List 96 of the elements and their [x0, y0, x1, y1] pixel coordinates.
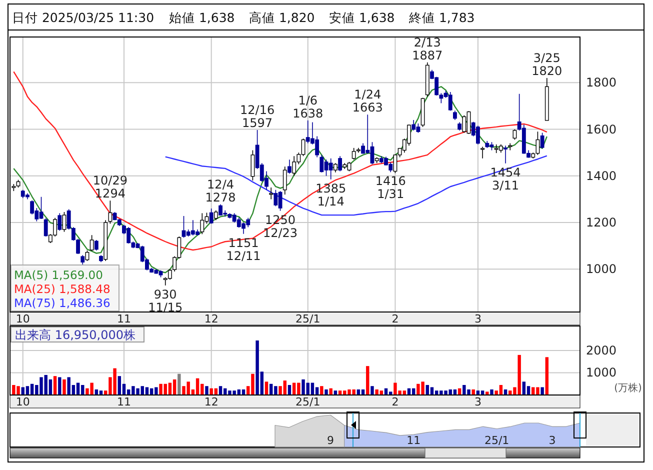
y-axis-title: (万株) — [614, 382, 642, 394]
text: 始値 1,638 — [169, 10, 235, 25]
y-tick-label: 1400 — [586, 168, 617, 183]
candlestick — [62, 212, 66, 232]
annotation: 12/16 1597 — [240, 102, 275, 130]
candlestick — [338, 156, 342, 172]
candlestick — [90, 234, 94, 252]
candlestick — [448, 92, 452, 112]
bar — [430, 387, 434, 395]
bar — [62, 379, 66, 395]
candlestick — [209, 208, 214, 224]
candlestick — [282, 166, 287, 195]
x-tick-label: 10 — [16, 396, 30, 408]
x-tick-label: 3 — [474, 396, 482, 408]
bar — [264, 382, 268, 395]
bar — [370, 386, 374, 395]
candlestick — [512, 128, 517, 140]
y-tick-label: 1000 — [586, 366, 617, 380]
bar — [53, 376, 57, 395]
y-tick-label: 1000 — [586, 262, 617, 276]
text: 日付 2025/03/25 11:30 — [12, 10, 154, 25]
y-tick-label: 1200 — [586, 216, 617, 230]
x-tick-label: 25/1 — [296, 396, 320, 408]
bar — [545, 357, 549, 395]
candlestick — [508, 142, 512, 151]
text: MA(25) 1,588.48 — [14, 282, 110, 296]
candlestick — [288, 159, 292, 174]
candlestick — [44, 218, 48, 237]
bar — [486, 392, 489, 395]
candlestick — [476, 125, 480, 145]
x-tick-label: 3 — [548, 434, 556, 447]
annotation: 2/13 1887 — [412, 35, 443, 62]
y-tick-label: 1800 — [586, 76, 617, 90]
bar — [118, 376, 122, 395]
line-series — [164, 155, 548, 216]
x-tick-label: 12 — [204, 396, 218, 408]
annotation: 1151 12/11 — [226, 236, 261, 263]
candlestick — [214, 210, 218, 221]
candlestick — [462, 114, 466, 134]
bar — [366, 366, 370, 395]
candlestick — [269, 187, 274, 200]
text: 安値 1,638 — [329, 10, 395, 25]
x-tick-label: 11 — [406, 434, 421, 447]
bar — [329, 388, 332, 395]
candlestick — [504, 145, 508, 164]
candlestick — [480, 146, 485, 159]
candlestick — [80, 254, 85, 265]
candlestick — [352, 148, 356, 160]
candlestick — [540, 132, 544, 149]
annotation: 12/4 1278 — [205, 177, 236, 204]
x-tick-label: 10 — [16, 312, 30, 326]
x-tick-label: 3 — [474, 312, 482, 326]
annotation: 10/29 1294 — [92, 174, 128, 201]
bar — [58, 377, 62, 395]
candlestick — [274, 189, 278, 207]
text: 終値 1,783 — [408, 10, 475, 25]
bar — [320, 386, 324, 395]
candlestick — [292, 156, 296, 176]
annotation: 1/6 1638 — [292, 93, 324, 120]
annotation: 3/25 1820 — [532, 51, 562, 78]
candlestick — [94, 240, 98, 251]
x-tick-label: 2 — [392, 312, 399, 326]
candlestick — [58, 212, 62, 232]
x-tick-label: 11 — [117, 396, 131, 408]
bar — [540, 387, 544, 395]
y-tick-label: 2000 — [586, 343, 617, 358]
bar — [145, 387, 149, 395]
annotation: 1/24 1663 — [352, 88, 383, 115]
candlestick — [333, 162, 338, 173]
bar — [490, 389, 494, 395]
x-tick-label: 9 — [326, 434, 334, 447]
annotation: 930 11/15 — [148, 287, 183, 314]
bar — [324, 389, 328, 395]
candlestick — [412, 120, 416, 131]
bar — [172, 379, 176, 395]
x-tick-label: 2 — [392, 396, 399, 408]
y-tick-label: 1600 — [586, 122, 617, 136]
x-tick-label: 12 — [204, 312, 218, 326]
candlestick — [320, 154, 324, 173]
text: 高値 1,820 — [249, 10, 315, 25]
x-tick-label: 25/1 — [296, 312, 320, 326]
bar — [522, 382, 526, 395]
candlestick — [200, 212, 204, 235]
bar — [205, 386, 208, 395]
bar — [472, 389, 475, 395]
annotation: 1454 3/11 — [490, 165, 521, 192]
bar — [315, 387, 319, 395]
candlestick — [453, 110, 457, 120]
candlestick — [328, 158, 333, 180]
text: MA(75) 1,486.36 — [14, 296, 110, 310]
annotation: 1416 1/31 — [375, 174, 406, 202]
chart-title: 出来高 16,950,000株 — [15, 328, 136, 342]
x-tick-label: 11 — [117, 312, 131, 326]
series-label: MA(5) 1,569.00 — [14, 268, 103, 282]
x-tick-label: 25/1 — [484, 434, 510, 447]
bar — [178, 374, 181, 395]
